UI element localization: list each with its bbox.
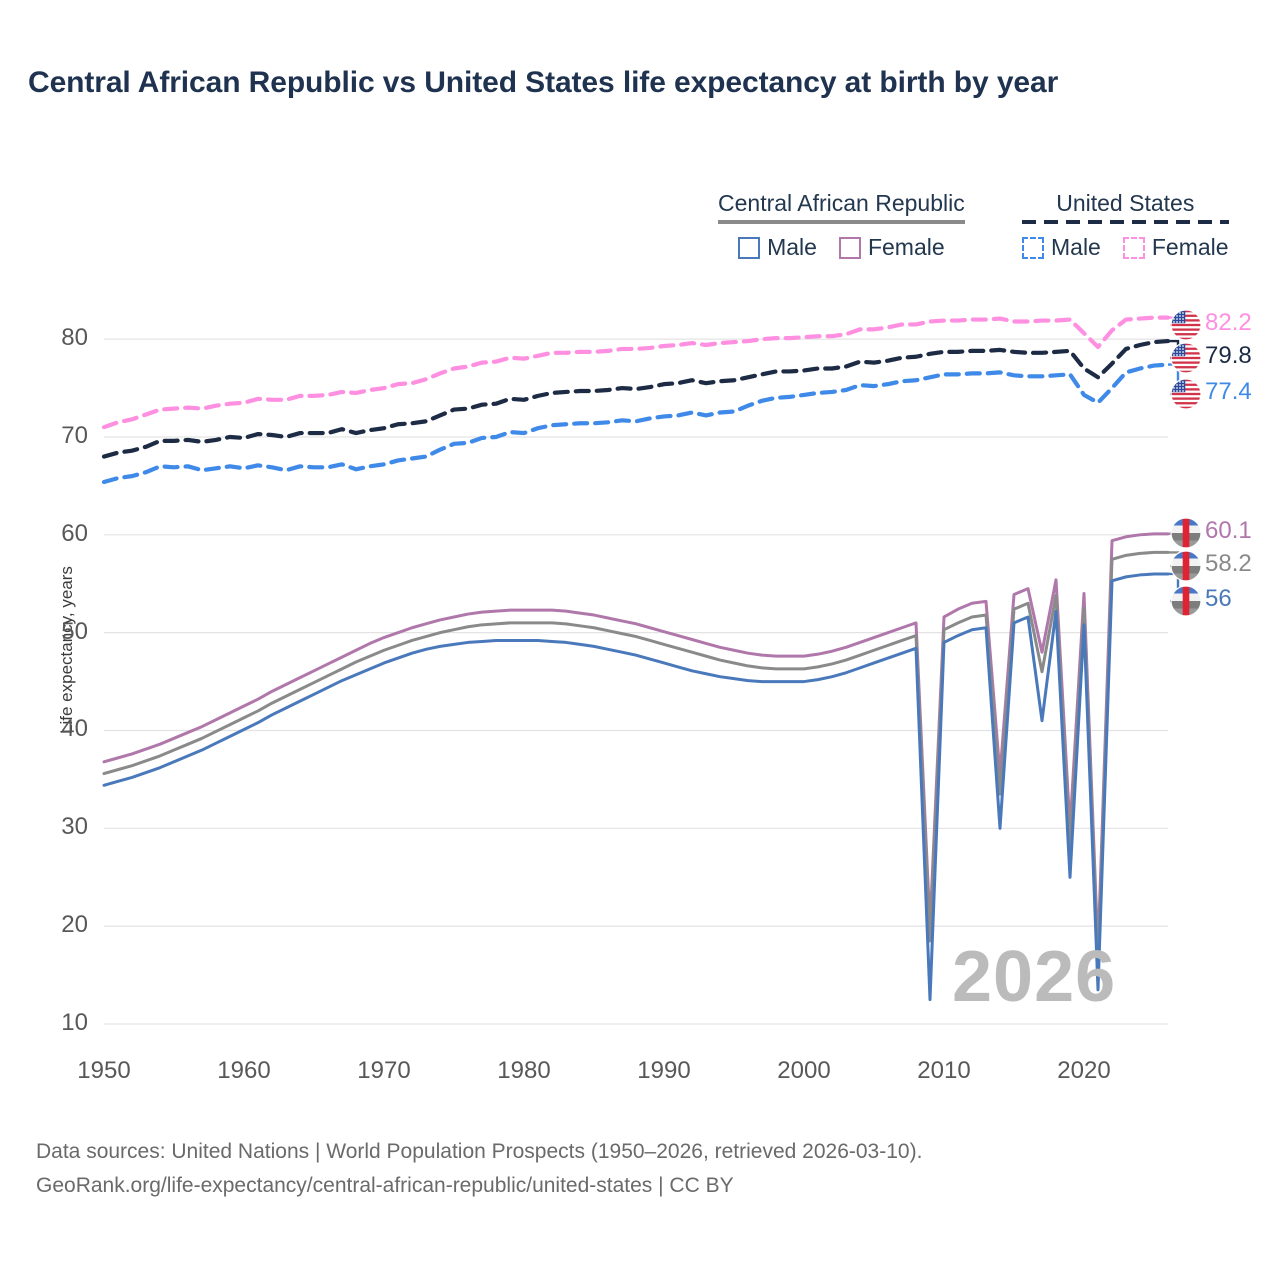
x-tick-label: 1990 [637, 1057, 691, 1084]
legend-item-us-female[interactable]: Female [1122, 234, 1229, 261]
series-line [101, 362, 1171, 485]
square-icon [838, 236, 861, 259]
y-tick-label: 60 [61, 519, 88, 547]
series-line [102, 572, 1170, 1002]
series-line [102, 550, 1170, 967]
end-label-car-total: 58.2 [1205, 550, 1252, 577]
y-tick-label: 20 [61, 911, 88, 939]
end-label-us-female: 82.2 [1205, 309, 1252, 336]
legend-label-us-female: Female [1151, 234, 1229, 260]
legend-item-car-male[interactable]: Male [738, 234, 817, 261]
page-title: Central African Republic vs United State… [28, 66, 1059, 99]
car-flag-icon [1171, 586, 1201, 616]
y-tick-label: 70 [61, 421, 88, 449]
end-label-us-male: 77.4 [1205, 378, 1252, 405]
chart-legend: Central African Republic Male Female Uni… [640, 190, 1252, 272]
us-flag-icon [1171, 310, 1201, 340]
x-tick-label: 2010 [917, 1057, 971, 1084]
series-lines [101, 315, 1171, 1002]
legend-rule-dashed [1022, 220, 1229, 224]
y-tick-label: 80 [61, 324, 88, 352]
gridlines [104, 338, 1168, 1025]
legend-label-car-female: Female [867, 234, 945, 260]
footer-credits: Data sources: United Nations | World Pop… [36, 1135, 922, 1203]
x-tick-label: 1980 [497, 1057, 551, 1084]
us-flag-icon [1171, 379, 1201, 409]
end-label-car-male: 56 [1205, 585, 1232, 612]
us-flag-icon [1171, 343, 1201, 373]
flag-markers [1170, 309, 1202, 617]
legend-rule-solid [718, 220, 965, 224]
end-label-us-total: 79.8 [1205, 342, 1252, 369]
square-icon [738, 236, 761, 259]
x-tick-label: 1960 [217, 1057, 271, 1084]
x-tick-label: 2020 [1057, 1057, 1111, 1084]
end-label-car-female: 60.1 [1205, 517, 1252, 544]
legend-label-car-male: Male [767, 234, 817, 260]
series-line [101, 338, 1171, 459]
legend-label-us-male: Male [1051, 234, 1101, 260]
square-dashed-icon [1022, 236, 1044, 259]
x-tick-label: 1970 [357, 1057, 411, 1084]
series-line [102, 532, 1170, 953]
footer-line-1: Data sources: United Nations | World Pop… [36, 1140, 923, 1163]
y-tick-label: 30 [61, 813, 88, 841]
car-flag-icon [1171, 518, 1201, 548]
x-tick-label: 1950 [77, 1057, 131, 1084]
legend-item-us-male[interactable]: Male [1022, 234, 1101, 261]
legend-group-us: United States Male Female [1022, 190, 1229, 261]
year-watermark: 2026 [952, 937, 1117, 1017]
y-tick-label: 40 [61, 715, 88, 743]
x-tick-label: 2000 [777, 1057, 831, 1084]
square-dashed-icon [1122, 236, 1145, 259]
footer-line-2: GeoRank.org/life-expectancy/central-afri… [36, 1174, 734, 1198]
series-line [101, 315, 1171, 430]
legend-group-us-title: United States [1056, 190, 1195, 216]
legend-group-car-title: Central African Republic [718, 190, 965, 216]
legend-group-car: Central African Republic Male Female [718, 190, 965, 261]
y-tick-label: 10 [61, 1009, 88, 1036]
car-flag-icon [1171, 551, 1201, 581]
legend-item-car-female[interactable]: Female [838, 234, 945, 261]
y-tick-label: 50 [61, 617, 88, 645]
